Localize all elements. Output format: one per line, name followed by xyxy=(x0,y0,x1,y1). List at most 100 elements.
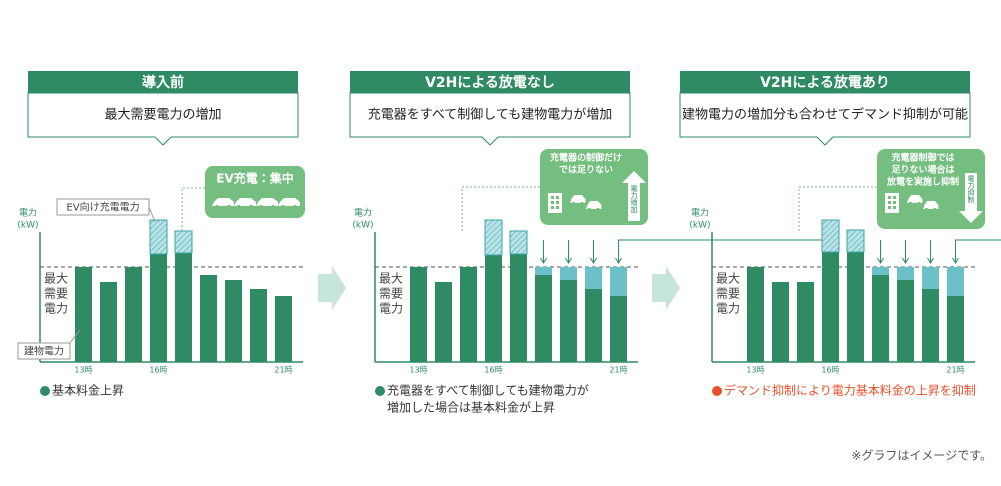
shift-arrow xyxy=(590,240,597,264)
ev-bar xyxy=(149,219,168,255)
demand-label: 最大 xyxy=(379,272,403,286)
note-bullet xyxy=(375,386,385,396)
building-bar xyxy=(897,280,914,362)
demand-label: 需要 xyxy=(716,287,740,301)
building-leader xyxy=(69,329,81,344)
note-bullet xyxy=(40,386,50,396)
callout-text: 充電器制御では xyxy=(890,152,954,164)
building-bar xyxy=(435,282,452,362)
axis-label: 電力 xyxy=(354,207,372,219)
ev-leader xyxy=(148,206,156,223)
callout-box xyxy=(877,149,985,229)
x-tick-label: 13時 xyxy=(746,366,764,375)
subtitle-box xyxy=(349,92,631,146)
axis-label: (kW) xyxy=(689,221,710,231)
transition-arrow xyxy=(318,266,346,310)
window xyxy=(893,201,896,204)
panel-title: V2Hによる放電あり xyxy=(760,74,890,91)
window xyxy=(893,206,896,209)
callout-leader xyxy=(461,186,540,232)
building-bar xyxy=(150,254,167,362)
panel-title: V2Hによる放電なし xyxy=(425,74,555,91)
note-text: 基本料金上昇 xyxy=(52,384,124,398)
ev-bar xyxy=(846,229,865,253)
building-bar xyxy=(175,253,192,362)
wheel xyxy=(587,208,592,212)
building-bar xyxy=(947,296,964,362)
ev-bar xyxy=(509,230,528,255)
wheel xyxy=(249,205,253,209)
note-text: 充電器をすべて制御しても建物電力が xyxy=(387,383,589,398)
trend-arrow xyxy=(959,173,983,223)
building-bar xyxy=(822,252,839,362)
window xyxy=(556,196,559,199)
wheel xyxy=(932,208,937,212)
wheel xyxy=(579,202,584,206)
callout-leader xyxy=(181,187,205,230)
shift-arrow xyxy=(902,240,909,264)
building-bar xyxy=(75,267,92,362)
subtitle-box xyxy=(679,92,971,146)
car-icon xyxy=(570,195,586,203)
building-bar xyxy=(610,296,627,362)
wheel xyxy=(237,205,241,209)
arrow-text: 電力増加 xyxy=(630,185,638,214)
shift-arrow xyxy=(540,240,547,264)
ev-bar xyxy=(174,230,193,254)
car-icon xyxy=(586,201,602,209)
building-bar xyxy=(125,267,142,362)
callout-text: 充電器の制御だけ xyxy=(549,152,622,164)
car-icon xyxy=(212,198,234,206)
trend-arrow xyxy=(622,171,646,221)
note-text: 増加した場合は基本料金が上昇 xyxy=(387,400,555,415)
demand-label: 最大 xyxy=(716,272,740,286)
demand-label: 需要 xyxy=(379,287,403,301)
note-bullet xyxy=(712,386,722,396)
wheel xyxy=(281,205,285,209)
wheel xyxy=(571,202,576,206)
panel-header xyxy=(28,71,298,93)
shift-arrow xyxy=(927,240,934,264)
building-icon xyxy=(885,193,899,213)
car-icon xyxy=(256,198,278,206)
arrow-text: 電力抑制 xyxy=(967,175,975,204)
x-tick-label: 13時 xyxy=(74,366,92,375)
shifted-bar xyxy=(872,267,889,275)
x-tick-label: 13時 xyxy=(409,366,427,375)
wheel xyxy=(215,205,219,209)
note-text: デマンド抑制により電力基本料金の上昇を抑制 xyxy=(724,383,976,398)
wheel xyxy=(595,208,600,212)
axis-label: 電力 xyxy=(19,207,37,219)
axis-label: 電力 xyxy=(691,207,709,219)
wheel xyxy=(271,205,275,209)
demand-label: 電力 xyxy=(716,302,740,316)
car-icon xyxy=(234,198,256,206)
wheel xyxy=(908,202,913,206)
panel-subtitle: 最大需要電力の増加 xyxy=(104,108,221,123)
car-icon xyxy=(923,201,939,209)
wheel xyxy=(259,205,263,209)
shifted-bar xyxy=(947,267,964,296)
demand-label: 電力 xyxy=(44,302,68,316)
x-tick-label: 16時 xyxy=(821,366,839,375)
callout-text: 足りない場合は xyxy=(891,164,954,176)
building-label: 建物電力 xyxy=(24,345,64,358)
window xyxy=(556,206,559,209)
building-label-box xyxy=(17,342,71,360)
building-icon xyxy=(548,193,562,213)
building-bar xyxy=(250,289,267,362)
callout-leader xyxy=(798,186,877,232)
building-bar xyxy=(510,254,527,362)
building-bar xyxy=(535,275,552,362)
wheel xyxy=(924,208,929,212)
shift-arrow xyxy=(565,240,572,264)
axis-label: (kW) xyxy=(352,221,373,231)
window xyxy=(556,201,559,204)
wheel xyxy=(293,205,297,209)
x-tick-label: 21時 xyxy=(609,366,627,375)
building-bar xyxy=(872,275,889,362)
wheel xyxy=(916,202,921,206)
ev-bar xyxy=(484,219,503,256)
wheel xyxy=(227,205,231,209)
